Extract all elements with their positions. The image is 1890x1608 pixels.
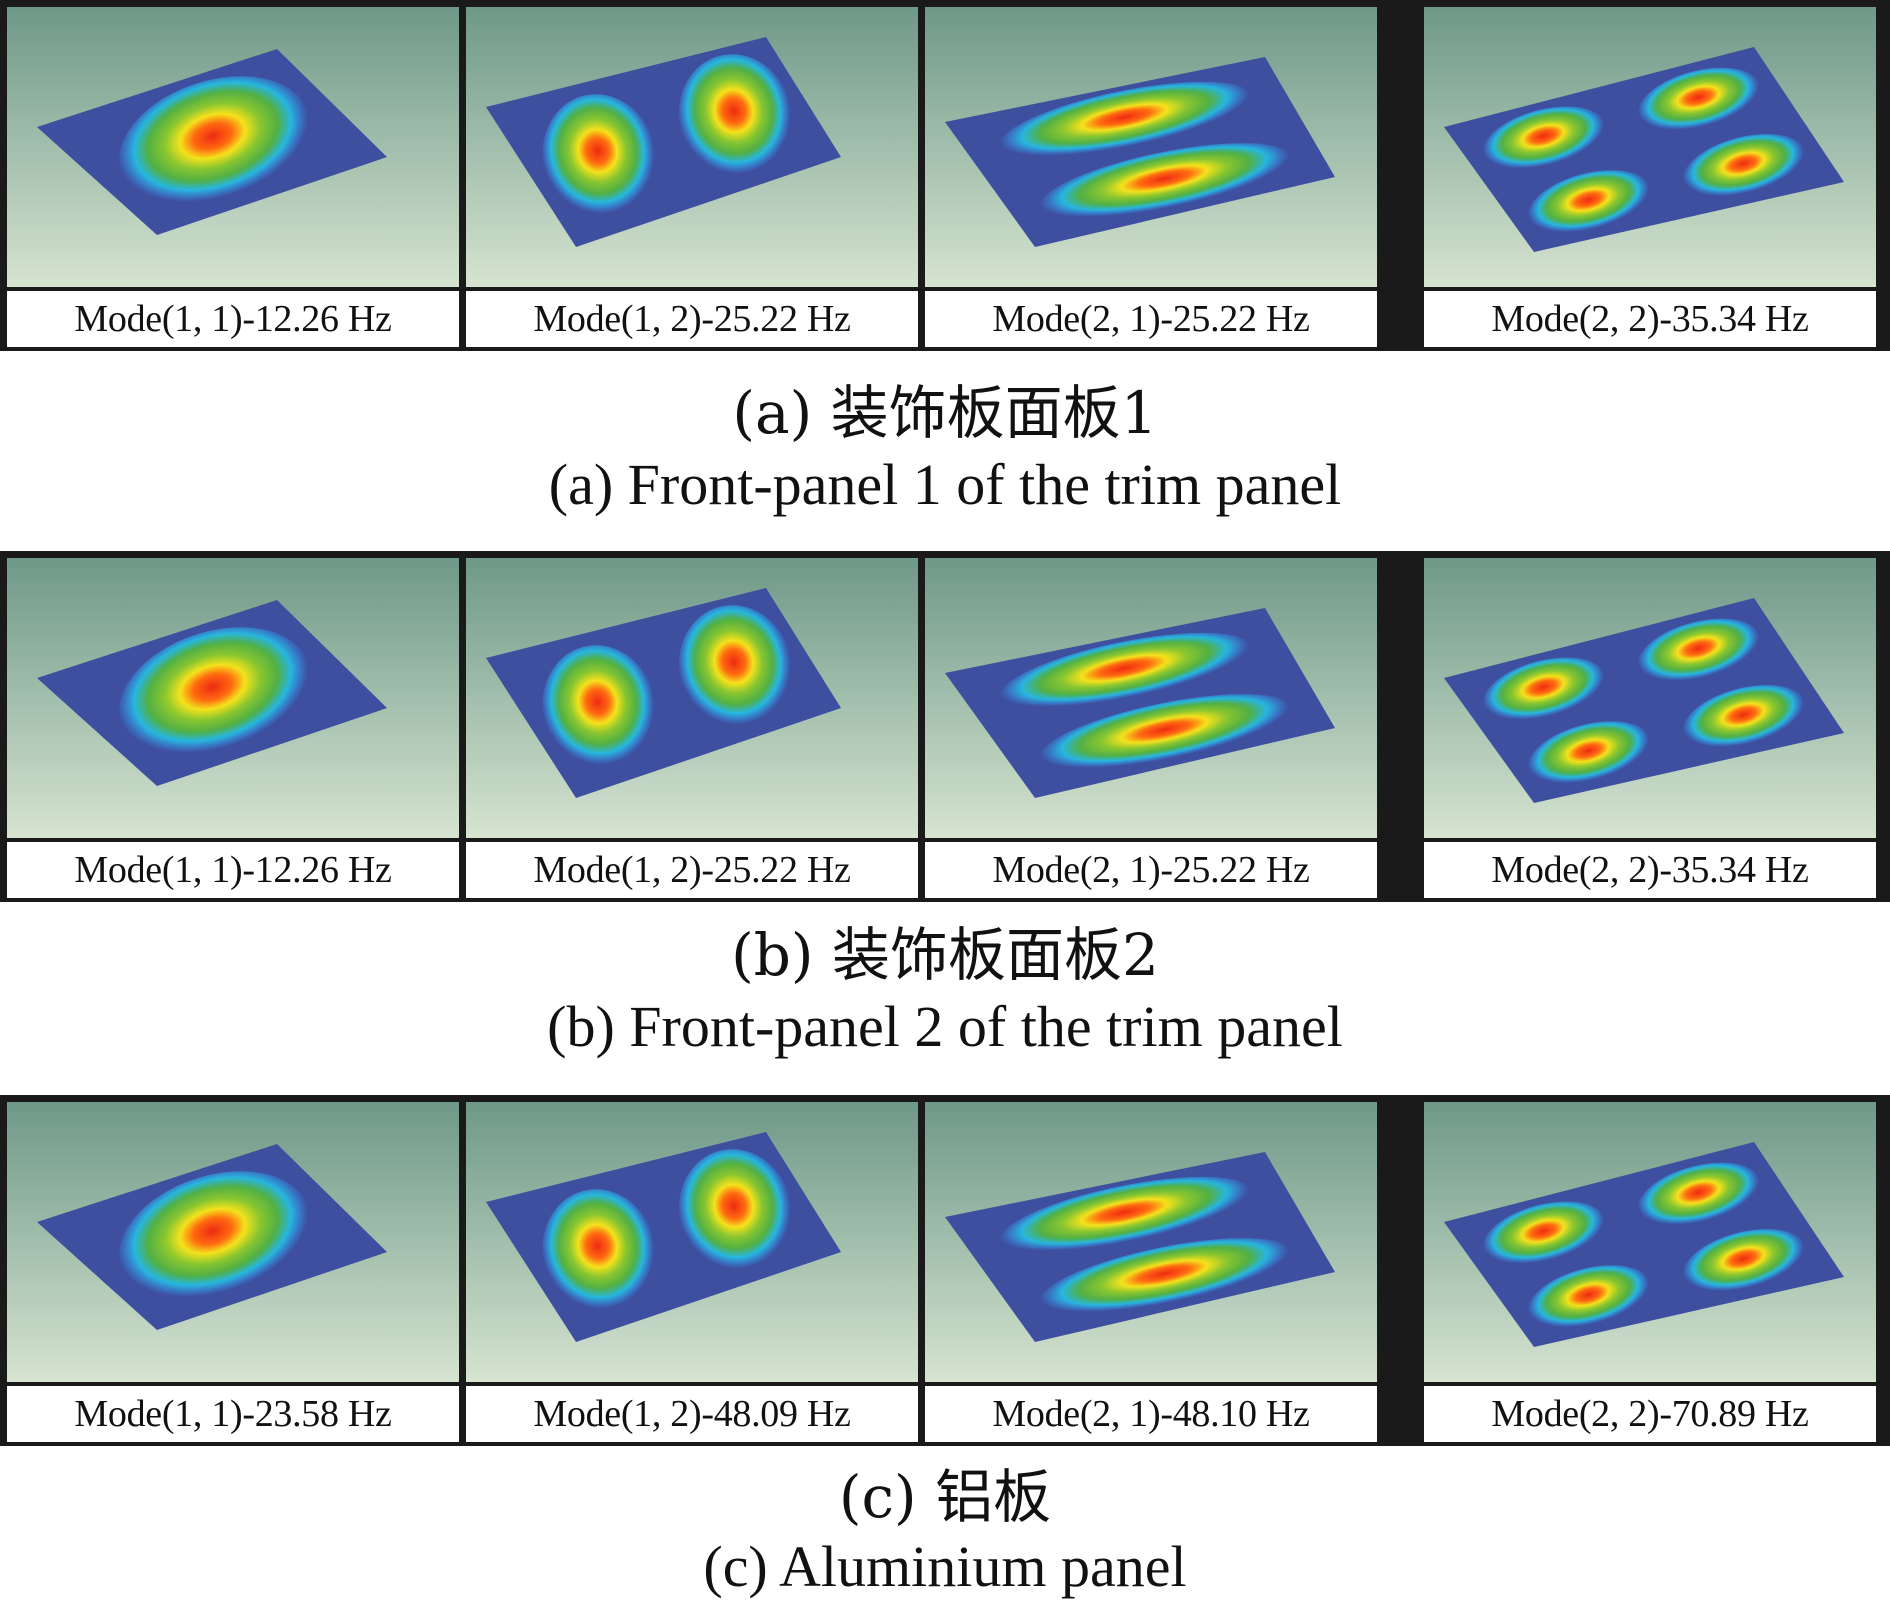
mode-shape-plot — [7, 7, 459, 287]
antinode-lobe — [1040, 1238, 1290, 1315]
mode-label: Mode(2, 2)-35.34 Hz — [1424, 291, 1876, 347]
mode-label: Mode(2, 2)-70.89 Hz — [1424, 1386, 1876, 1442]
antinode-lobe — [119, 76, 310, 208]
antinode-lobe — [1483, 106, 1605, 172]
caption-en-c: (c) Aluminium panel — [703, 1534, 1187, 1599]
mode-shape-svg — [7, 558, 459, 838]
caption-cn-c: (c) 铝板 — [838, 1463, 1052, 1531]
mode-shape-plot — [7, 1102, 459, 1382]
antinode-lobe — [1000, 1176, 1250, 1254]
mode-label: Mode(1, 1)-12.26 Hz — [7, 291, 459, 347]
mode-strip-c: Mode(1, 1)-23.58 Hz Mode(1, 2)-48.09 Hz … — [0, 1095, 1890, 1446]
caption-en-b: (b) Front-panel 2 of the trim panel — [547, 994, 1343, 1059]
antinode-lobe — [542, 645, 656, 771]
mode-shape-plot — [925, 1102, 1377, 1382]
antinode-lobe — [678, 54, 793, 180]
mode-shape-svg — [7, 7, 459, 287]
antinode-lobe — [542, 1189, 656, 1315]
mode-shape-svg — [925, 7, 1377, 287]
antinode-lobe — [1638, 67, 1760, 133]
mode-shape-plot — [466, 558, 918, 838]
antinode-lobe — [1000, 632, 1250, 710]
mode-shape-svg — [466, 558, 918, 838]
antinode-lobe — [1683, 1229, 1805, 1294]
antinode-lobe — [1638, 618, 1760, 684]
mode-shape-plot — [466, 1102, 918, 1382]
antinode-lobe — [1000, 81, 1250, 159]
mode-shape-plot — [1424, 7, 1876, 287]
mode-label: Mode(1, 1)-12.26 Hz — [7, 842, 459, 898]
antinode-lobe — [119, 1171, 310, 1303]
antinode-lobe — [1040, 143, 1290, 220]
antinode-lobe — [1638, 1162, 1760, 1228]
mode-shape-plot — [1424, 1102, 1876, 1382]
mode-label: Mode(2, 2)-35.34 Hz — [1424, 842, 1876, 898]
antinode-lobe — [1683, 134, 1805, 199]
mode-shape-svg — [925, 558, 1377, 838]
mode-label: Mode(1, 1)-23.58 Hz — [7, 1386, 459, 1442]
antinode-lobe — [1528, 1265, 1650, 1330]
caption-cn-b: (b) 装饰板面板2 — [731, 921, 1159, 989]
mode-shape-plot — [7, 558, 459, 838]
mode-shape-svg — [7, 1102, 459, 1382]
mode-shape-svg — [466, 1102, 918, 1382]
antinode-lobe — [1483, 657, 1605, 723]
mode-shape-plot — [466, 7, 918, 287]
mode-shape-plot — [1424, 558, 1876, 838]
antinode-lobe — [119, 627, 310, 759]
caption-en-a: (a) Front-panel 1 of the trim panel — [548, 452, 1342, 517]
mode-label: Mode(2, 1)-48.10 Hz — [925, 1386, 1377, 1442]
mode-shape-svg — [466, 7, 918, 287]
antinode-lobe — [1683, 685, 1805, 750]
caption-cn-a: (a) 装饰板面板1 — [732, 379, 1158, 447]
mode-shape-svg — [925, 1102, 1377, 1382]
mode-label: Mode(2, 1)-25.22 Hz — [925, 291, 1377, 347]
mode-shape-svg — [1424, 1102, 1876, 1382]
mode-shape-svg — [1424, 7, 1876, 287]
mode-label: Mode(2, 1)-25.22 Hz — [925, 842, 1377, 898]
antinode-lobe — [678, 1149, 793, 1275]
mode-label: Mode(1, 2)-25.22 Hz — [466, 291, 918, 347]
antinode-lobe — [1528, 170, 1650, 235]
antinode-lobe — [1040, 694, 1290, 771]
antinode-lobe — [1528, 721, 1650, 786]
mode-shape-plot — [925, 558, 1377, 838]
mode-shape-svg — [1424, 558, 1876, 838]
mode-shape-plot — [925, 7, 1377, 287]
antinode-lobe — [1483, 1201, 1605, 1267]
mode-label: Mode(1, 2)-48.09 Hz — [466, 1386, 918, 1442]
antinode-lobe — [678, 605, 793, 731]
mode-label: Mode(1, 2)-25.22 Hz — [466, 842, 918, 898]
mode-strip-a: Mode(1, 1)-12.26 Hz Mode(1, 2)-25.22 Hz … — [0, 0, 1890, 351]
mode-strip-b: Mode(1, 1)-12.26 Hz Mode(1, 2)-25.22 Hz … — [0, 551, 1890, 902]
antinode-lobe — [542, 94, 656, 220]
